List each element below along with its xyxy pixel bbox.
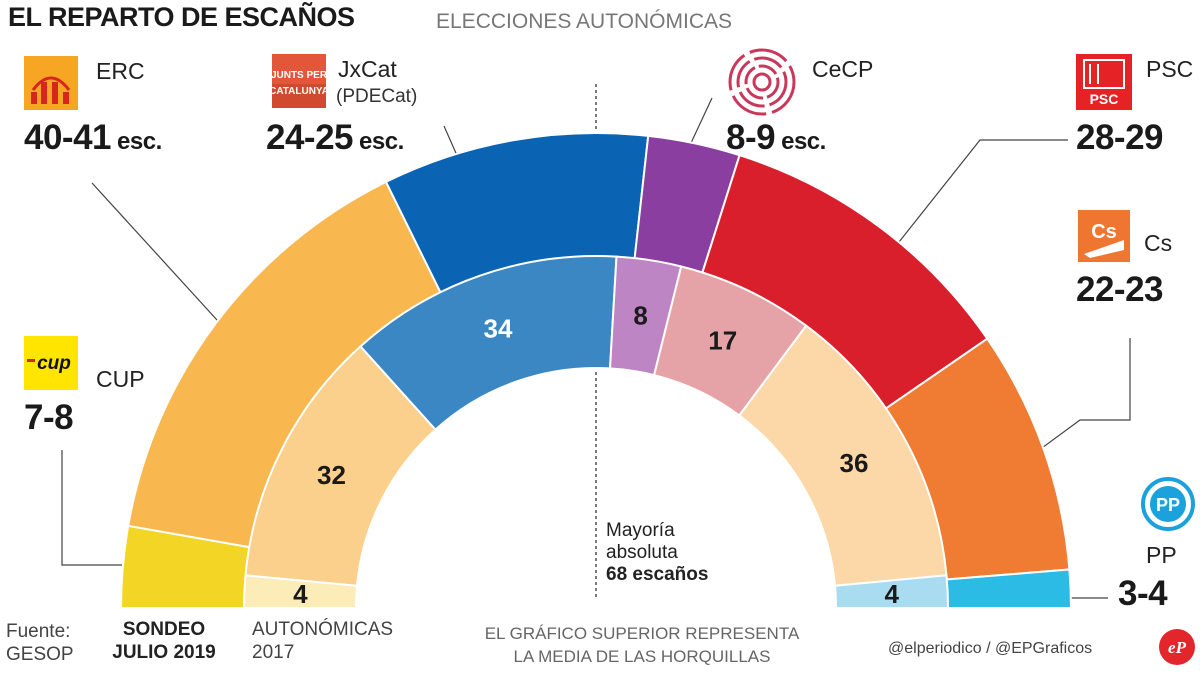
junts-logo-text-2: CATALUNYA [272,86,326,97]
erc-logo-icon [24,56,78,110]
inner-ring-autonomicas [242,255,950,609]
psc-logo-icon: PSC [1076,54,1132,110]
data-label-erc: 32 [317,460,346,490]
callout-line-cs [1011,338,1131,471]
majority-line-1: Mayoría [606,520,675,541]
party-name-erc: ERC [96,58,145,84]
outer-ring-label: SONDEO JULIO 2019 [100,618,228,664]
svg-text:eP: eP [1168,638,1187,657]
data-label-cs: 36 [840,448,869,478]
data-label-jxcat: 34 [484,314,513,344]
segment-pp [833,574,950,609]
psc-logo-text: PSC [1090,91,1119,107]
seats-value: 22-23 [1076,270,1164,309]
party-name-cs: Cs [1144,230,1173,256]
cup-logo-text: cup [37,353,71,374]
seats-unit: esc. [359,128,404,155]
cs-logo-text: Cs [1091,221,1117,243]
cecp-logo-icon [726,46,798,118]
inner-ring-label: AUTONÓMICAS 2017 [252,618,393,664]
el-periodico-logo-icon: eP [1158,628,1196,666]
callout-line-erc [91,182,239,344]
majority-line-2: absoluta [606,542,678,563]
seats-value: 8-9 [726,118,776,157]
party-seats-cup: 7-8 [24,398,74,438]
party-name-cup: CUP [96,366,145,392]
party-seats-pp: 3-4 [1118,574,1168,614]
cup-logo-icon: cup [24,336,78,390]
party-seats-psc: 28-29 [1076,118,1164,158]
source: Fuente: GESOP [6,620,74,666]
majority-seats: 68 escaños [606,564,709,585]
outer-ring-label-2: JULIO 2019 [112,642,216,663]
seats-value: 3-4 [1118,574,1168,613]
page-subtitle: ELECCIONES AUTONÓMICAS [436,10,733,33]
chart-note-1: EL GRÁFICO SUPERIOR REPRESENTA [484,624,800,643]
source-name: GESOP [6,644,74,665]
party-seats-erc: 40-41 esc. [24,118,162,158]
majority-line-3: 68 escaños [606,564,708,586]
inner-ring-label-1: AUTONÓMICAS [252,619,394,640]
callout-line-psc [871,139,1068,277]
party-name-jxcat: JxCat [338,56,397,82]
callout-lines [61,97,1131,599]
party-seats-jxcat: 24-25 esc. [266,118,404,158]
party-subname-jxcat: (PDECat) [336,86,418,107]
data-label-cup: 4 [293,579,308,609]
cs-logo-icon: Cs [1078,210,1130,262]
party-name-cecp: CeCP [812,56,874,82]
junts-logo-text-1: JUNTS PER [272,70,326,81]
party-name-pp: PP [1146,542,1177,568]
data-label-cecp: 8 [633,300,647,330]
seats-unit: esc. [117,128,162,155]
chart-note-2: LA MEDIA DE LAS HORQUILLAS [513,647,771,666]
inner-ring-data-labels: 4 32 34 8 17 36 4 [293,300,899,609]
outer-ring-label-1: SONDEO [122,619,206,640]
pp-logo-text: PP [1156,495,1180,515]
data-label-pp: 4 [884,579,899,609]
data-label-psc: 17 [708,326,737,356]
inner-ring-label-2: 2017 [252,642,295,663]
pp-logo-icon: PP [1140,476,1196,532]
source-label: Fuente: [6,621,71,642]
party-name-psc: PSC [1146,56,1194,82]
seats-unit: esc. [781,128,826,155]
party-seats-cecp: 8-9 esc. [726,118,826,158]
party-seats-cs: 22-23 [1076,270,1164,310]
seats-value: 28-29 [1076,118,1164,157]
chart-note: EL GRÁFICO SUPERIOR REPRESENTA LA MEDIA … [452,622,832,668]
seats-value: 40-41 [24,118,112,157]
page-title: EL REPARTO DE ESCAÑOS [8,2,355,32]
junts-per-catalunya-logo-icon: JUNTS PER CATALUNYA [269,54,329,108]
majority-annotation: Mayoría absoluta 68 escaños [606,520,708,586]
seats-value: 24-25 [266,118,354,157]
seats-value: 7-8 [24,398,74,437]
callout-line-cup [61,450,145,566]
credit: @elperiodico / @EPGraficos [888,640,1093,657]
